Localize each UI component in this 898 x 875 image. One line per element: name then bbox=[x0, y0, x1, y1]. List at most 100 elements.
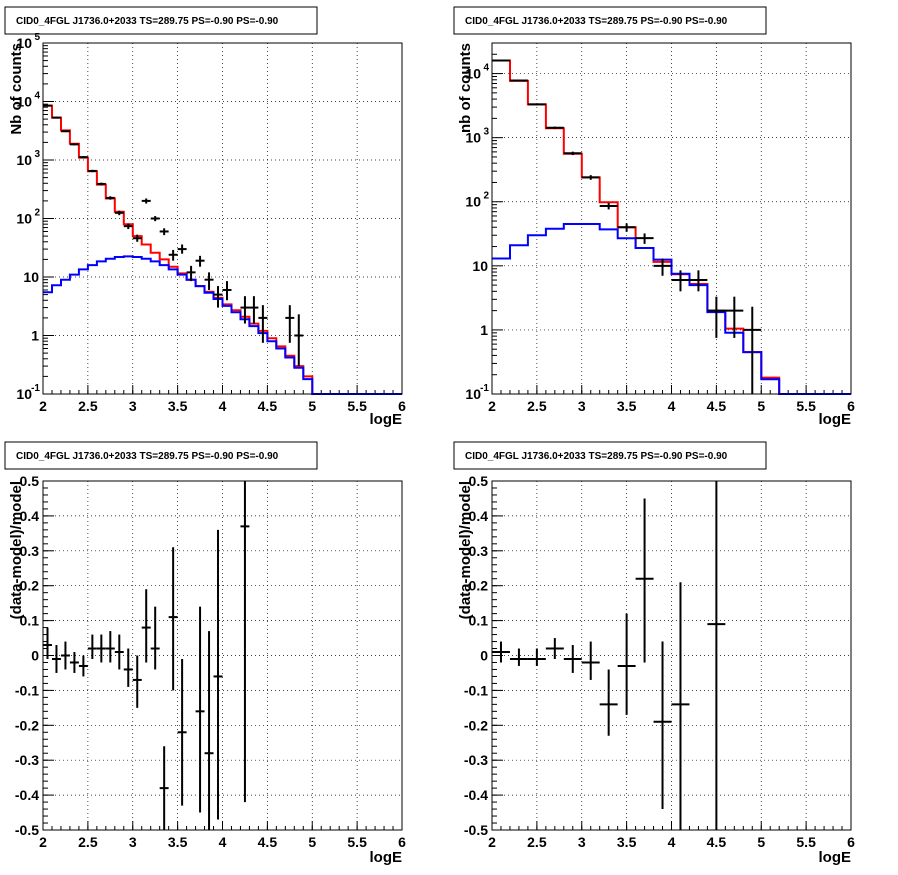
x-tick-label: 2 bbox=[39, 834, 47, 850]
data-point bbox=[240, 481, 250, 803]
data-point bbox=[707, 296, 726, 338]
data-point bbox=[51, 116, 61, 119]
data-point bbox=[294, 314, 304, 367]
y-tick-label: 0 bbox=[31, 648, 39, 664]
data-point bbox=[87, 634, 97, 659]
panel-title: CID0_4FGL J1736.0+2033 TS=289.75 PS=-0.9… bbox=[465, 451, 728, 462]
data-point bbox=[581, 641, 600, 680]
data-point bbox=[653, 258, 672, 276]
y-tick-label: 0.4 bbox=[469, 508, 489, 524]
grid bbox=[491, 43, 852, 395]
y-axis-label: (data-model)/model bbox=[457, 481, 474, 619]
title-box bbox=[4, 6, 318, 35]
x-tick-label: 5 bbox=[308, 398, 316, 414]
data-point bbox=[249, 296, 259, 324]
x-tick-label: 4 bbox=[668, 834, 676, 850]
grid bbox=[42, 480, 403, 831]
y-tick-label: 0.5 bbox=[20, 473, 40, 489]
x-tick-label: 3 bbox=[129, 834, 137, 850]
plot-frame bbox=[491, 480, 852, 831]
data-point bbox=[141, 589, 151, 663]
data-point bbox=[141, 198, 151, 204]
y-tick-label: 10 bbox=[16, 94, 32, 110]
y-tick-label: 0.4 bbox=[20, 508, 40, 524]
y-tick-labels: -0.5 -0.4 -0.3 -0.2 -0.1 0 0.1 0.2 0.3 0.4 0.5 bbox=[464, 473, 488, 838]
data-point bbox=[285, 305, 295, 343]
x-tick-label: 5.5 bbox=[796, 834, 816, 850]
model-component-line bbox=[43, 255, 402, 395]
x-tick-label: 2.5 bbox=[527, 834, 547, 850]
x-tick-label: 5 bbox=[757, 834, 765, 850]
data-point bbox=[51, 645, 61, 673]
data-point bbox=[105, 631, 115, 663]
data-point bbox=[43, 627, 52, 659]
data-point bbox=[204, 272, 214, 290]
y-tick-exponent: 2 bbox=[34, 208, 40, 219]
x-axis-label: logE bbox=[370, 849, 403, 866]
plot-area bbox=[492, 59, 851, 395]
data-point bbox=[150, 606, 160, 670]
y-tick-label: 10 bbox=[16, 386, 32, 402]
y-tick-label: 1 bbox=[480, 322, 488, 338]
y-tick-label: 0 bbox=[480, 648, 488, 664]
y-tick-label: 10 bbox=[465, 130, 481, 146]
x-tick-label: 5.5 bbox=[796, 398, 816, 414]
data-point bbox=[509, 648, 528, 666]
title-box bbox=[453, 441, 767, 470]
data-point bbox=[159, 746, 169, 830]
data-point bbox=[240, 296, 250, 324]
x-tick-label: 5.5 bbox=[347, 398, 367, 414]
data-point bbox=[617, 613, 636, 715]
plot-area bbox=[43, 481, 250, 830]
x-tick-label: 4.5 bbox=[707, 834, 727, 850]
data-point bbox=[527, 648, 546, 666]
plot-frame bbox=[42, 480, 403, 831]
data-point bbox=[563, 151, 582, 156]
data-point bbox=[87, 169, 97, 173]
x-tick-labels: 2 2.5 3 3.5 4 4.5 5 5.5 6 bbox=[39, 834, 406, 850]
x-tick-labels: 2 2.5 3 3.5 4 4.5 5 5.5 6 bbox=[39, 398, 406, 414]
y-tick-label: 10 bbox=[465, 386, 481, 402]
panel-title: CID0_4FGL J1736.0+2033 TS=289.75 PS=-0.9… bbox=[16, 16, 279, 27]
y-tick-exponent: 5 bbox=[34, 32, 40, 43]
data-point bbox=[222, 281, 232, 301]
y-tick-label: -0.5 bbox=[464, 822, 488, 838]
data-point bbox=[186, 265, 196, 282]
data-point bbox=[177, 658, 187, 806]
y-tick-label: 0.3 bbox=[20, 543, 40, 559]
y-tick-label: 0.5 bbox=[469, 473, 489, 489]
x-tick-label: 6 bbox=[398, 834, 406, 850]
y-tick-exponent: -1 bbox=[31, 383, 40, 394]
x-tick-label: 2 bbox=[488, 398, 496, 414]
x-tick-label: 4.5 bbox=[707, 398, 727, 414]
x-tick-labels: 2 2.5 3 3.5 4 4.5 5 5.5 6 bbox=[488, 834, 855, 850]
plot-area bbox=[492, 481, 726, 830]
y-axis-label: nb of counts bbox=[457, 43, 474, 133]
x-tick-label: 4 bbox=[668, 398, 676, 414]
y-tick-label: -0.4 bbox=[464, 787, 488, 803]
y-tick-label: 10 bbox=[465, 66, 481, 82]
y-tick-label: 10 bbox=[472, 258, 488, 274]
y-tick-label: -0.2 bbox=[15, 717, 39, 733]
data-point bbox=[527, 103, 546, 106]
data-point bbox=[689, 270, 708, 292]
y-tick-label: -0.3 bbox=[15, 752, 39, 768]
data-point bbox=[725, 296, 744, 338]
x-tick-label: 4.5 bbox=[258, 834, 278, 850]
x-tick-label: 3.5 bbox=[168, 398, 188, 414]
data-point bbox=[492, 641, 510, 663]
data-point bbox=[60, 130, 70, 133]
x-tick-label: 2.5 bbox=[78, 398, 98, 414]
data-point bbox=[132, 655, 142, 708]
data-point bbox=[545, 126, 564, 129]
x-tick-label: 3 bbox=[578, 834, 586, 850]
y-tick-exponent: 3 bbox=[483, 127, 489, 138]
x-tick-label: 4.5 bbox=[258, 398, 278, 414]
y-tick-label: -0.4 bbox=[15, 787, 39, 803]
data-point bbox=[204, 631, 214, 830]
data-point bbox=[69, 143, 79, 146]
data-point bbox=[707, 481, 726, 830]
y-tick-label: 10 bbox=[16, 211, 32, 227]
y-tick-labels: -0.5 -0.4 -0.3 -0.2 -0.1 0 0.1 0.2 0.3 0.4 0.5 bbox=[15, 473, 39, 838]
